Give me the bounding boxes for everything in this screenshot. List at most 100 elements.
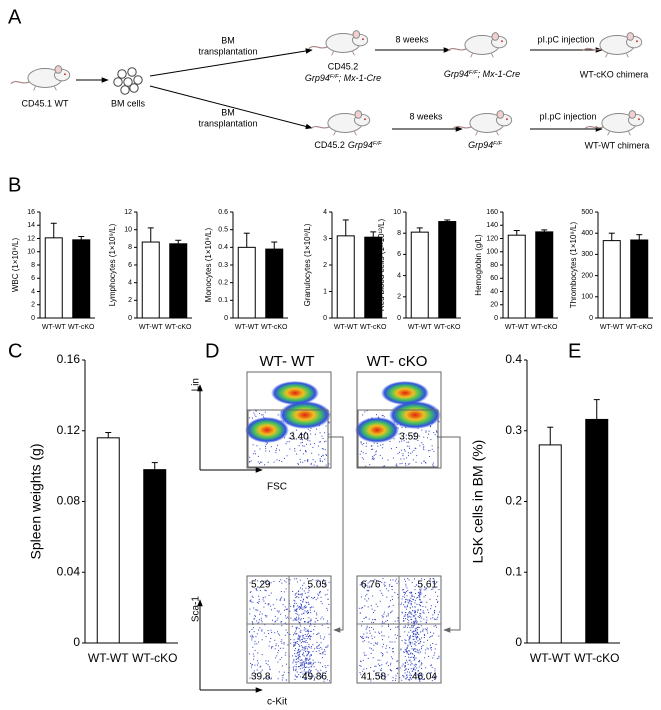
- event-dot: [261, 580, 263, 582]
- y-tick-label: 1: [323, 288, 327, 295]
- event-dot: [419, 595, 421, 597]
- mouse-ear: [491, 32, 500, 41]
- event-dot: [257, 662, 259, 664]
- event-dot: [362, 606, 364, 608]
- event-dot: [361, 584, 363, 586]
- event-dot: [287, 644, 289, 646]
- event-dot: [409, 435, 411, 437]
- event-dot: [406, 587, 408, 589]
- event-dot: [416, 621, 418, 623]
- event-dot: [321, 666, 323, 668]
- event-dot: [434, 611, 436, 613]
- event-dot: [305, 663, 307, 665]
- event-dot: [283, 599, 285, 601]
- event-dot: [302, 654, 304, 656]
- bar: [630, 239, 649, 319]
- event-dot: [373, 628, 375, 630]
- event-dot: [401, 612, 403, 614]
- event-dot: [298, 590, 300, 592]
- event-dot: [327, 609, 329, 611]
- event-dot: [268, 645, 270, 647]
- event-dot: [305, 678, 307, 680]
- mouse-eye: [364, 118, 366, 121]
- event-dot: [298, 666, 300, 668]
- event-dot: [385, 647, 387, 649]
- event-dot: [307, 460, 309, 462]
- event-dot: [404, 665, 406, 667]
- event-dot: [289, 448, 291, 450]
- event-dot: [425, 431, 427, 433]
- event-dot: [304, 677, 306, 679]
- event-dot: [366, 625, 368, 627]
- event-dot: [325, 425, 327, 427]
- event-dot: [404, 672, 406, 674]
- event-dot: [259, 590, 261, 592]
- event-dot: [251, 664, 253, 666]
- event-dot: [275, 657, 277, 659]
- event-dot: [414, 655, 416, 657]
- y-tick-label: 0.12: [57, 423, 81, 437]
- event-dot: [307, 646, 309, 648]
- y-tick-label: 0.2: [218, 280, 228, 287]
- event-dot: [293, 639, 295, 641]
- event-dot: [430, 647, 432, 649]
- event-dot: [388, 636, 390, 638]
- event-dot: [403, 676, 405, 678]
- event-dot: [413, 630, 415, 632]
- event-dot: [403, 620, 405, 622]
- event-dot: [263, 581, 265, 583]
- event-dot: [371, 445, 373, 447]
- event-dot: [293, 669, 295, 671]
- event-dot: [407, 634, 409, 636]
- x-tick-label: WT-WT: [42, 324, 66, 331]
- event-dot: [422, 674, 424, 676]
- event-dot: [322, 455, 324, 457]
- event-dot: [308, 662, 310, 664]
- event-dot: [409, 599, 411, 601]
- event-dot: [279, 647, 281, 649]
- event-dot: [306, 596, 308, 598]
- event-dot: [294, 609, 296, 611]
- event-dot: [258, 629, 260, 631]
- event-dot: [258, 600, 260, 602]
- event-dot: [419, 445, 421, 447]
- event-dot: [406, 661, 408, 663]
- y-tick-label: 12: [27, 235, 35, 242]
- y-axis-label: Monocytes (1×10⁹/L): [204, 227, 213, 302]
- event-dot: [390, 662, 392, 664]
- event-dot: [308, 437, 310, 439]
- event-dot: [322, 454, 324, 456]
- event-dot: [403, 433, 405, 435]
- event-dot: [299, 461, 301, 463]
- event-dot: [249, 591, 251, 593]
- event-dot: [390, 628, 392, 630]
- event-dot: [301, 665, 303, 667]
- event-dot: [410, 597, 412, 599]
- bar: [507, 234, 526, 319]
- event-dot: [309, 622, 311, 624]
- event-dot: [402, 595, 404, 597]
- event-dot: [408, 679, 410, 681]
- event-dot: [320, 618, 322, 620]
- event-dot: [401, 665, 403, 667]
- event-dot: [359, 612, 361, 614]
- event-dot: [294, 678, 296, 680]
- event-dot: [281, 596, 283, 598]
- event-dot: [369, 581, 371, 583]
- event-dot: [256, 602, 258, 604]
- edge-label: 8 weeks: [409, 111, 443, 121]
- event-dot: [425, 606, 427, 608]
- event-dot: [373, 454, 375, 456]
- event-dot: [252, 627, 254, 629]
- event-dot: [318, 594, 320, 596]
- event-dot: [293, 599, 295, 601]
- event-dot: [415, 634, 417, 636]
- event-dot: [414, 628, 416, 630]
- event-dot: [416, 629, 418, 631]
- event-dot: [309, 607, 311, 609]
- event-dot: [271, 646, 273, 648]
- cell: [123, 77, 133, 87]
- event-dot: [413, 633, 415, 635]
- event-dot: [302, 584, 304, 586]
- event-dot: [432, 462, 434, 464]
